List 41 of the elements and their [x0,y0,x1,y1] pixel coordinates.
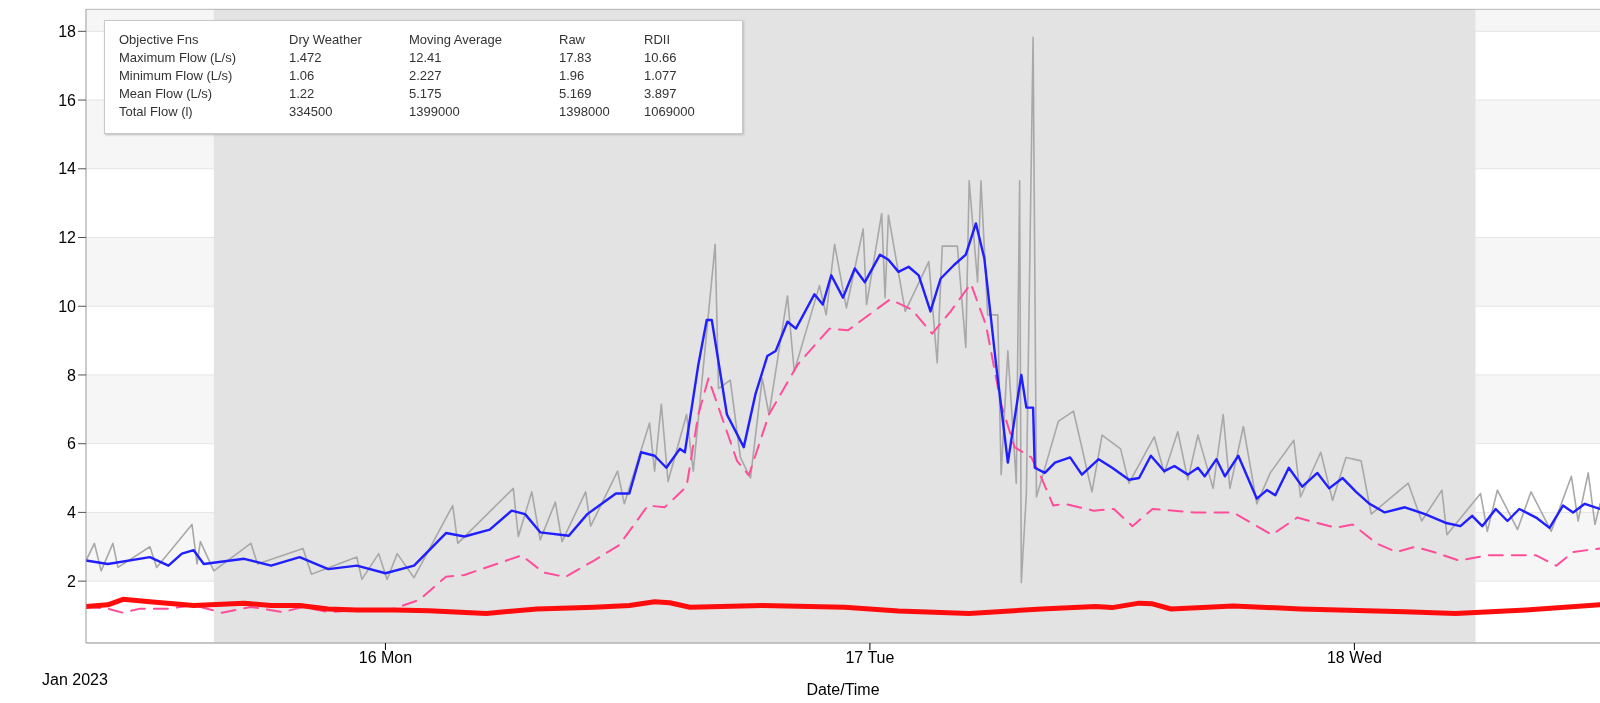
y-tick-label: 4 [67,504,77,522]
y-tick-label: 6 [67,435,77,453]
annotation: 1398000 [559,103,611,121]
annotation: 1069000 [644,103,696,121]
y-tick-label: 10 [58,297,77,315]
annotation: Minimum Flow (L/s) [119,67,234,85]
annotation: 12.41 [409,49,443,67]
annotation: 334500 [289,103,334,121]
x-axis-title: Date/Time [806,681,880,698]
annotation: Objective Fns [119,31,200,49]
y-tick-label: 14 [58,160,77,178]
y-tick-label: 8 [67,366,77,384]
annotation: 1399000 [409,103,461,121]
annotation: Maximum Flow (L/s) [119,49,237,67]
text: Jan 2023 [42,671,108,689]
x-tick-label: 18 Wed [1326,649,1382,667]
y-tick-label: 18 [58,23,77,41]
annotation: 1.96 [559,67,586,85]
annotation: 1.22 [289,85,316,103]
annotation: 1.077 [644,67,678,85]
annotation: RDII [644,31,671,49]
line-series [86,36,1600,584]
annotation: Moving Average [409,31,503,49]
x-tick-label: 16 Mon [358,649,413,667]
annotation: Total Flow (l) [119,103,194,121]
annotation: 2.227 [409,67,443,85]
y-tick-label: 2 [67,572,77,590]
annotation: 17.83 [559,49,593,67]
annotation: 5.169 [559,85,593,103]
annotation: 5.175 [409,85,443,103]
annotation: 1.06 [289,67,316,85]
annotation: 10.66 [644,49,678,67]
line-series [86,222,1600,575]
annotation: 3.897 [644,85,678,103]
annotation: 1.472 [289,49,323,67]
x-tick-label: 17 Tue [845,649,895,667]
y-tick-label: 16 [58,91,77,109]
annotation: Mean Flow (L/s) [119,85,214,103]
annotation: Raw [559,31,586,49]
annotation: Dry Weather [289,31,363,49]
y-tick-label: 12 [58,229,77,247]
